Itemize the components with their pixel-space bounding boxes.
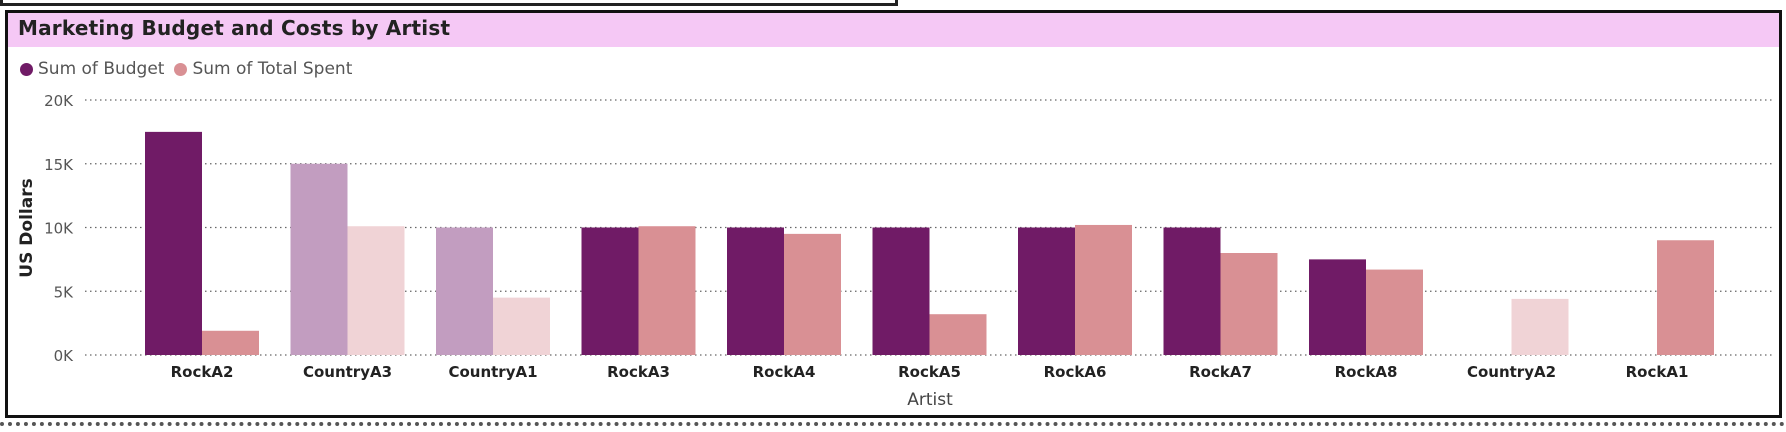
x-tick-label: RockA3 bbox=[607, 363, 670, 381]
y-tick-label: 5K bbox=[54, 283, 75, 301]
x-tick-label: CountryA2 bbox=[1467, 363, 1556, 381]
legend-item-budget[interactable]: Sum of Budget bbox=[20, 59, 164, 79]
bar-budget-rocka8[interactable] bbox=[1309, 259, 1366, 355]
dotted-border bbox=[0, 422, 1786, 426]
bar-budget-rocka3[interactable] bbox=[581, 227, 639, 356]
bar-budget-rocka6[interactable] bbox=[1018, 227, 1075, 356]
legend-label-spent: Sum of Total Spent bbox=[192, 59, 353, 79]
y-tick-label: 15K bbox=[44, 156, 74, 174]
y-axis-title: US Dollars bbox=[17, 178, 37, 277]
y-tick-label: 0K bbox=[54, 347, 75, 365]
bar-spent-rocka8[interactable] bbox=[1366, 269, 1423, 355]
legend-label-budget: Sum of Budget bbox=[38, 59, 165, 79]
bar-budget-rocka2[interactable] bbox=[145, 131, 202, 355]
x-tick-label: RockA5 bbox=[898, 363, 961, 381]
legend-dot-budget-icon bbox=[20, 62, 33, 76]
x-tick-label: RockA1 bbox=[1626, 363, 1689, 381]
bar-budget-rocka4[interactable] bbox=[727, 227, 784, 356]
bar-spent-rocka1[interactable] bbox=[1657, 240, 1714, 355]
bar-spent-rocka7[interactable] bbox=[1220, 253, 1278, 355]
bar-budget-rocka7[interactable] bbox=[1163, 227, 1221, 356]
chart-legend: Sum of Budget Sum of Total Spent bbox=[20, 59, 362, 79]
chart-title: Marketing Budget and Costs by Artist bbox=[18, 16, 451, 40]
legend-dot-spent-icon bbox=[174, 62, 188, 76]
x-tick-label: RockA7 bbox=[1189, 363, 1252, 381]
x-tick-label: RockA4 bbox=[753, 363, 816, 381]
bar-spent-countrya3[interactable] bbox=[347, 226, 405, 355]
y-tick-label: 20K bbox=[44, 92, 74, 110]
x-tick-label: RockA8 bbox=[1335, 363, 1398, 381]
x-tick-label: CountryA1 bbox=[448, 363, 537, 381]
x-tick-label: CountryA3 bbox=[303, 363, 392, 381]
bar-spent-rocka4[interactable] bbox=[784, 233, 841, 355]
legend-item-spent[interactable]: Sum of Total Spent bbox=[174, 59, 352, 79]
bar-spent-countrya1[interactable] bbox=[493, 297, 550, 355]
bar-budget-countrya1[interactable] bbox=[436, 227, 493, 356]
bar-spent-countrya2[interactable] bbox=[1511, 298, 1569, 355]
x-axis-title: Artist bbox=[907, 390, 953, 410]
bar-spent-rocka5[interactable] bbox=[929, 314, 987, 355]
bar-budget-rocka5[interactable] bbox=[872, 227, 930, 356]
y-tick-label: 10K bbox=[44, 220, 74, 238]
bar-spent-rocka3[interactable] bbox=[638, 226, 696, 355]
adjacent-visual-frame bbox=[0, 0, 898, 6]
bar-budget-countrya3[interactable] bbox=[290, 163, 348, 355]
bar-spent-rocka6[interactable] bbox=[1075, 224, 1132, 355]
chart-title-bar: Marketing Budget and Costs by Artist bbox=[8, 13, 1779, 47]
x-tick-label: RockA2 bbox=[171, 363, 234, 381]
bar-spent-rocka2[interactable] bbox=[202, 330, 259, 355]
x-tick-label: RockA6 bbox=[1044, 363, 1107, 381]
